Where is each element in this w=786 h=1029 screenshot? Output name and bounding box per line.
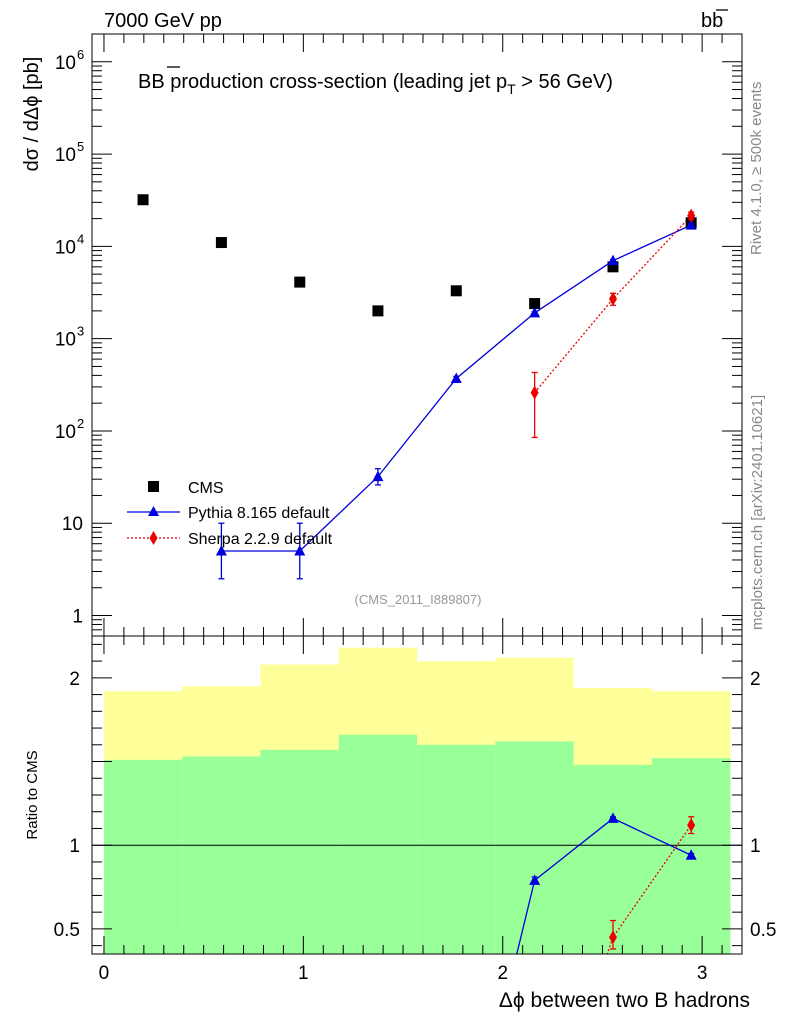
x-axis-label: Δϕ between two B hadrons bbox=[499, 989, 750, 1012]
main-x-ticks bbox=[103, 34, 723, 636]
mcplots-label: mcplots.cern.ch [arXiv:2401.10621] bbox=[749, 395, 766, 630]
ratio-green-band bbox=[103, 759, 183, 954]
ratio-y-axis-label: Ratio to CMS bbox=[24, 750, 41, 839]
ratio-uncertainty-bands bbox=[103, 647, 731, 954]
sherpa-point bbox=[687, 208, 696, 223]
ratio-y-tick-label-left: 2 bbox=[69, 669, 80, 690]
main-y-tick-label: 1 bbox=[72, 607, 83, 628]
ratio-green-band bbox=[652, 758, 731, 954]
x-tick-label: 1 bbox=[298, 963, 309, 984]
plot-title: BB production cross-section (leading jet… bbox=[138, 71, 613, 97]
ratio-pythia-line bbox=[516, 817, 692, 954]
legend-entry-cms: CMS bbox=[148, 480, 224, 497]
ratio-green-band bbox=[338, 734, 418, 954]
x-axis: 0 1 2 3 bbox=[99, 636, 723, 984]
cms-point bbox=[372, 305, 384, 317]
main-y-tick-label: 10 bbox=[62, 514, 83, 535]
x-tick-label: 0 bbox=[99, 963, 110, 984]
legend-sherpa-label: Sherpa 2.2.9 default bbox=[188, 531, 333, 548]
main-y-tick-label: 10 bbox=[55, 53, 76, 74]
main-y-tick-label: 10 bbox=[55, 422, 76, 443]
ratio-y-tick-label-right: 2 bbox=[750, 669, 761, 690]
legend-entry-sherpa: Sherpa 2.2.9 default bbox=[127, 531, 333, 548]
cms-point bbox=[450, 285, 462, 297]
main-y-tick-exponent: 3 bbox=[77, 324, 84, 339]
main-series-lines bbox=[221, 215, 692, 552]
legend: CMS Pythia 8.165 default Sherpa 2.2.9 de… bbox=[127, 480, 333, 548]
pythia-point bbox=[607, 254, 619, 266]
ratio-pythia-point bbox=[607, 812, 619, 823]
sherpa-error-bar bbox=[531, 371, 538, 439]
pythia-point bbox=[372, 470, 384, 482]
ratio-green-band bbox=[260, 749, 339, 954]
ratio-y-tick-label-left: 1 bbox=[69, 836, 80, 857]
ratio-y-tick-label-left: 0.5 bbox=[54, 920, 80, 941]
legend-cms-label: CMS bbox=[188, 480, 224, 497]
ratio-pythia-point bbox=[685, 849, 697, 860]
pythia-point bbox=[294, 545, 306, 556]
cms-point bbox=[137, 194, 149, 206]
x-tick-label: 3 bbox=[697, 963, 708, 984]
ratio-series-markers bbox=[529, 812, 697, 950]
cms-point bbox=[215, 237, 227, 249]
legend-pythia-marker bbox=[148, 506, 159, 516]
x-tick-label: 2 bbox=[497, 963, 508, 984]
pythia-point bbox=[215, 545, 227, 556]
sherpa-point bbox=[530, 385, 539, 400]
sherpa-line bbox=[534, 215, 692, 394]
legend-cms-marker bbox=[148, 481, 159, 492]
rivet-version-label: Rivet 4.1.0, ≥ 500k events bbox=[748, 82, 765, 255]
main-y-tick-label: 10 bbox=[55, 330, 76, 351]
ratio-sherpa-point bbox=[687, 818, 696, 833]
main-y-tick-exponent: 2 bbox=[77, 416, 84, 431]
header-process-bar: b bbox=[712, 10, 723, 32]
header-energy-label: 7000 GeV pp bbox=[104, 10, 222, 32]
sherpa-point bbox=[608, 291, 617, 306]
legend-sherpa-marker bbox=[149, 531, 158, 545]
analysis-watermark: (CMS_2011_I889807) bbox=[355, 592, 482, 607]
cms-point bbox=[294, 276, 306, 288]
pythia-line bbox=[221, 224, 692, 552]
pythia-point bbox=[685, 219, 697, 230]
ratio-pythia-point bbox=[529, 874, 541, 885]
main-series-markers bbox=[137, 194, 697, 580]
ratio-series-lines bbox=[516, 817, 692, 954]
header-process-label: bb bbox=[701, 10, 723, 32]
pythia-point bbox=[529, 306, 541, 318]
main-y-tick-exponent: 5 bbox=[77, 139, 84, 154]
ratio-sherpa-line bbox=[606, 824, 692, 954]
ratio-sherpa-point bbox=[608, 930, 617, 945]
ratio-panel: 0.5 0.5 1 1 2 2 0 1 2 3 Ratio to CMS Δϕ between … bbox=[24, 635, 776, 1012]
main-y-tick-label: 10 bbox=[55, 145, 76, 166]
main-y-tick-label: 10 bbox=[55, 237, 76, 258]
ratio-y-tick-label-right: 1 bbox=[750, 836, 761, 857]
main-plot-frame bbox=[91, 33, 743, 637]
main-y-axis-label: dσ / dΔϕ [pb] bbox=[21, 57, 43, 172]
main-y-tick-exponent: 6 bbox=[77, 47, 84, 62]
ratio-y-axis: 0.5 0.5 1 1 2 2 bbox=[54, 643, 776, 947]
ratio-y-tick-label-right: 0.5 bbox=[750, 920, 776, 941]
cms-point bbox=[607, 261, 619, 273]
ratio-green-band bbox=[495, 741, 574, 954]
main-y-tick-exponent: 4 bbox=[77, 231, 84, 246]
legend-pythia-label: Pythia 8.165 default bbox=[188, 505, 330, 522]
ratio-green-band bbox=[182, 756, 261, 954]
ratio-green-band bbox=[417, 744, 496, 954]
legend-entry-pythia: Pythia 8.165 default bbox=[127, 505, 330, 522]
pythia-point bbox=[450, 372, 462, 384]
cms-point bbox=[529, 298, 541, 310]
